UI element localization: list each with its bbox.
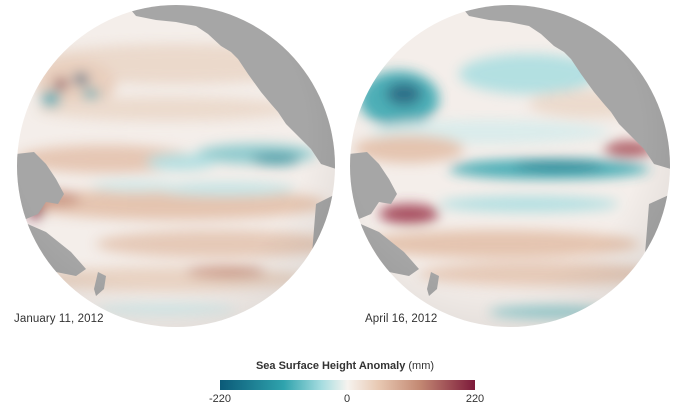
legend-title: Sea Surface Height Anomaly (mm) [200, 360, 490, 372]
legend-max-label: 220 [465, 393, 485, 405]
legend-unit: (mm) [408, 360, 435, 372]
sea-surface-map-april [349, 4, 671, 329]
legend-title-text: Sea Surface Height Anomaly [255, 360, 406, 372]
legend-zero-label: 0 [343, 393, 351, 405]
legend-min-label: -220 [208, 393, 232, 405]
date-label-january: January 11, 2012 [14, 313, 104, 325]
date-label-april: April 16, 2012 [365, 313, 438, 325]
sea-surface-map-january [16, 4, 336, 329]
legend-color-bar [220, 380, 475, 390]
